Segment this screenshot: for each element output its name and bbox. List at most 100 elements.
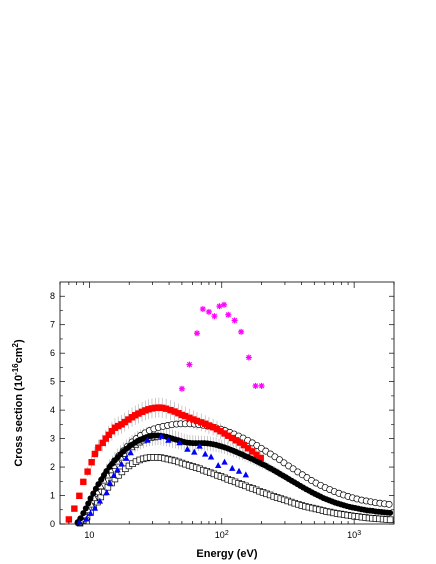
data-point-filled-triangle — [83, 515, 90, 522]
x-axis-ticks: 10 102 103 — [59, 282, 395, 541]
data-point-filled-triangle — [110, 472, 118, 478]
data-point-filled-square — [138, 408, 146, 416]
data-point-open-square — [115, 472, 122, 479]
data-point-filled-triangle — [118, 460, 125, 467]
data-point-filled-square — [257, 454, 264, 462]
data-point-filled-triangle — [76, 518, 83, 525]
y-tick-label: 0 — [50, 519, 55, 529]
y-axis-ticks: 0 1 2 3 4 5 6 7 8 — [50, 291, 394, 529]
data-point-filled-square — [198, 419, 205, 426]
data-point-filled-triangle — [242, 471, 250, 478]
data-point-filled-square — [205, 422, 213, 429]
data-point-filled-triangle — [144, 436, 151, 443]
x-tick-label-base: 10 — [347, 530, 357, 540]
data-point-filled-square — [232, 437, 240, 444]
data-point-filled-square — [99, 439, 106, 447]
data-point-filled-triangle — [114, 466, 121, 473]
data-point-filled-square — [111, 424, 119, 431]
data-point-filled-square — [125, 416, 132, 423]
data-point-filled-square — [135, 410, 142, 417]
data-point-filled-triangle — [91, 504, 99, 511]
data-point-filled-triangle — [176, 439, 183, 446]
data-point-filled-square — [71, 505, 78, 512]
data-point-filled-square — [91, 450, 99, 458]
data-point-star — [221, 301, 228, 308]
star-stroke — [252, 383, 259, 389]
data-point-star — [178, 385, 185, 392]
data-point-filled-circle — [387, 509, 394, 516]
x-tick-label: 10 — [84, 530, 94, 540]
data-point-filled-square — [76, 492, 83, 500]
data-point-filled-square — [217, 427, 224, 435]
data-point-filled-square — [121, 418, 128, 426]
data-point-star — [238, 328, 245, 335]
data-point-filled-square — [193, 417, 201, 425]
data-point-star — [186, 361, 193, 368]
data-point-filled-square — [171, 408, 178, 415]
data-point-filled-circle — [95, 481, 102, 488]
data-point-star — [258, 382, 265, 389]
data-point-star — [205, 308, 212, 315]
x-tick-label-base: 10 — [215, 530, 225, 540]
data-point-filled-circle — [92, 485, 99, 492]
data-point-filled-square — [152, 404, 159, 412]
y-axis-title: Cross section (10-16cm2) — [11, 339, 26, 467]
star-stroke — [225, 312, 231, 318]
data-point-open-square — [386, 516, 394, 523]
data-point-filled-square — [175, 410, 182, 417]
data-point-filled-square — [148, 405, 156, 412]
data-point-filled-square — [190, 416, 197, 423]
x-axis-title: Energy (eV) — [196, 548, 257, 560]
data-point-filled-triangle — [123, 454, 130, 461]
data-point-filled-square — [105, 431, 112, 439]
data-point-filled-circle — [98, 476, 105, 483]
x-tick-label: 102 — [215, 530, 229, 541]
y-axis-title-mid: cm — [13, 347, 25, 363]
data-point-filled-square — [167, 406, 174, 414]
data-point-filled-square — [178, 411, 186, 419]
data-point-filled-square — [213, 425, 221, 433]
y-tick-label: 1 — [50, 491, 55, 501]
star-stroke — [258, 383, 265, 389]
y-tick-label: 2 — [50, 462, 55, 472]
data-point-filled-circle — [90, 490, 97, 497]
data-point-filled-triangle — [191, 448, 198, 455]
data-point-filled-square — [84, 468, 91, 475]
series-layer — [65, 301, 394, 527]
data-point-filled-triangle — [202, 450, 209, 457]
data-point-filled-square — [249, 448, 256, 455]
data-point-filled-square — [225, 432, 232, 439]
star-stroke — [211, 313, 218, 319]
data-point-filled-circle — [82, 505, 89, 512]
data-point-filled-square — [202, 420, 209, 427]
star-stroke — [238, 329, 244, 335]
data-point-filled-circle — [85, 500, 92, 507]
data-point-filled-square — [253, 451, 260, 459]
data-point-filled-triangle — [96, 497, 104, 504]
y-tick-label: 8 — [50, 291, 55, 301]
y-tick-label: 6 — [50, 348, 55, 358]
data-point-filled-square — [159, 404, 166, 412]
data-point-filled-triangle — [229, 464, 236, 471]
star-stroke — [231, 317, 238, 324]
data-point-star — [193, 330, 200, 337]
data-point-filled-triangle — [215, 462, 222, 469]
y-tick-label: 3 — [50, 434, 55, 444]
data-point-filled-square — [162, 405, 170, 412]
star-stroke — [194, 330, 200, 336]
star-stroke — [206, 309, 212, 315]
data-point-filled-triangle — [221, 458, 228, 465]
plot-frame — [59, 281, 395, 525]
data-point-open-circle — [280, 459, 288, 467]
y-axis-title-main: Cross section (10 — [13, 375, 25, 467]
y-tick-label: 5 — [50, 377, 55, 387]
y-tick-label: 4 — [50, 405, 55, 415]
data-point-filled-triangle — [87, 509, 94, 516]
data-point-filled-square — [221, 430, 228, 437]
star-stroke — [186, 361, 193, 368]
x-tick-label: 103 — [347, 530, 361, 541]
data-point-filled-triangle — [158, 432, 165, 439]
data-point-filled-triangle — [184, 445, 191, 452]
data-point-filled-square — [182, 412, 189, 420]
